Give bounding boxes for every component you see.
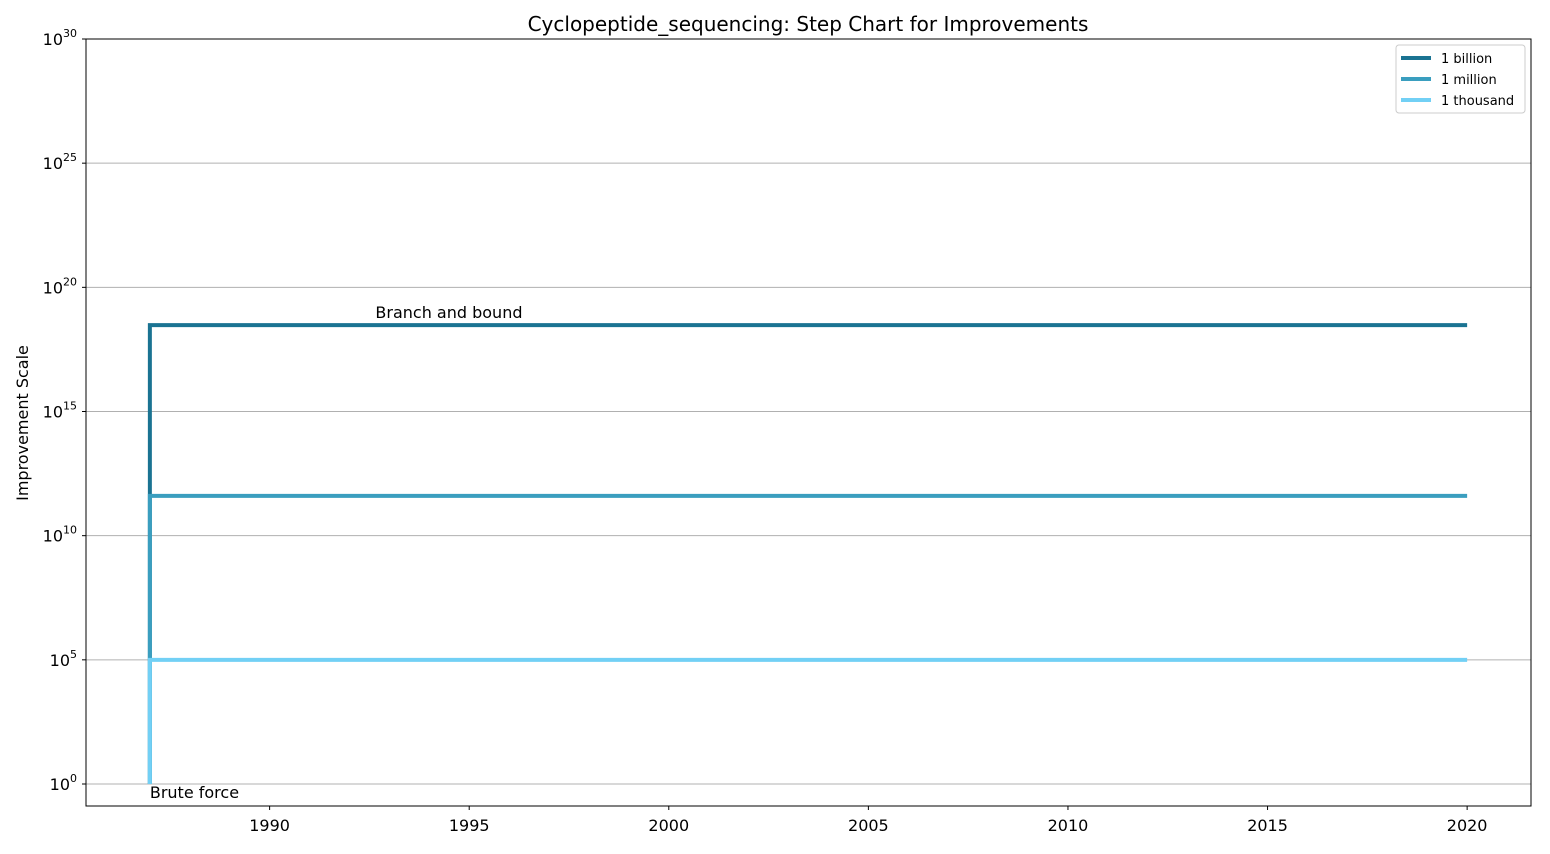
series-line xyxy=(147,493,1468,784)
y-tick-exponent: 20 xyxy=(63,275,77,288)
chart-title: Cyclopeptide_sequencing: Step Chart for … xyxy=(528,12,1089,36)
grid-lines xyxy=(86,38,1531,785)
x-tick-label: 1990 xyxy=(249,816,290,835)
y-tick-base: 10 xyxy=(43,30,63,49)
y-tick-exponent: 15 xyxy=(63,400,77,413)
series-line xyxy=(147,323,1468,784)
x-tick-label: 2010 xyxy=(1048,816,1089,835)
x-tick-label: 2015 xyxy=(1247,816,1288,835)
x-tick-label: 1995 xyxy=(449,816,490,835)
y-tick-exponent: 5 xyxy=(70,648,77,661)
y-tick-base: 10 xyxy=(43,154,63,173)
y-tick-label: 1010 xyxy=(43,524,77,546)
annotation-label: Brute force xyxy=(150,783,239,802)
legend-entry-label: 1 billion xyxy=(1441,52,1492,67)
y-tick-label: 1030 xyxy=(43,27,77,49)
annotation-label: Branch and bound xyxy=(375,303,522,322)
y-tick-base: 10 xyxy=(43,527,63,546)
plot-area-frame xyxy=(85,38,1532,807)
y-tick-label: 105 xyxy=(50,648,77,670)
x-tick-label: 2005 xyxy=(848,816,889,835)
annotations: Brute force Branch and bound xyxy=(150,303,523,802)
legend-entry-label: 1 thousand xyxy=(1441,94,1514,109)
y-tick-base: 10 xyxy=(43,403,63,422)
y-tick-exponent: 0 xyxy=(70,772,77,785)
y-tick-label: 100 xyxy=(50,772,77,794)
y-tick-exponent: 30 xyxy=(63,27,77,40)
y-tick-base: 10 xyxy=(50,775,70,794)
y-tick-exponent: 25 xyxy=(63,151,77,164)
series-line xyxy=(147,657,1468,784)
legend-box xyxy=(1395,44,1526,114)
x-tick-label: 2020 xyxy=(1447,816,1488,835)
y-tick-base: 10 xyxy=(43,278,63,297)
y-axis-label: Improvement Scale xyxy=(13,345,32,501)
y-tick-label: 1020 xyxy=(43,275,77,297)
y-tick-label: 1015 xyxy=(43,400,77,422)
legend: 1 billion 1 million 1 thousand xyxy=(1395,44,1526,114)
x-tick-label: 2000 xyxy=(648,816,689,835)
legend-entry-label: 1 million xyxy=(1441,73,1497,88)
y-tick-label: 1025 xyxy=(43,151,77,173)
y-tick-base: 10 xyxy=(50,651,70,670)
y-tick-exponent: 10 xyxy=(63,524,77,537)
series-lines xyxy=(147,323,1468,784)
